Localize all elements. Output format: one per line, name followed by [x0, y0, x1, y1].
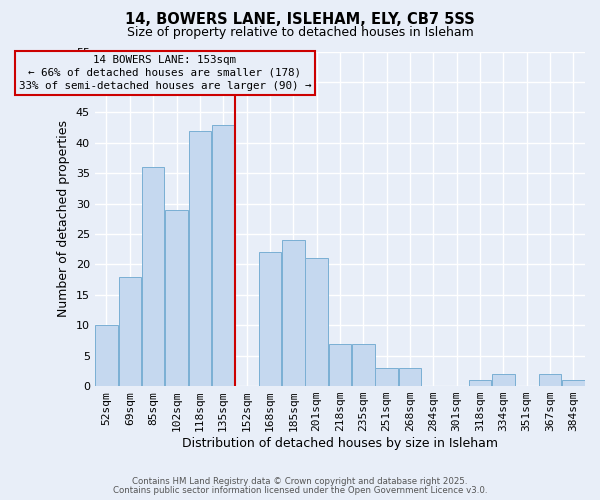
- Bar: [305, 258, 328, 386]
- Y-axis label: Number of detached properties: Number of detached properties: [57, 120, 70, 318]
- Text: 14 BOWERS LANE: 153sqm
← 66% of detached houses are smaller (178)
33% of semi-de: 14 BOWERS LANE: 153sqm ← 66% of detached…: [19, 54, 311, 91]
- Bar: [539, 374, 562, 386]
- Bar: [212, 124, 235, 386]
- Bar: [259, 252, 281, 386]
- Bar: [352, 344, 374, 386]
- Bar: [329, 344, 351, 386]
- Text: Contains public sector information licensed under the Open Government Licence v3: Contains public sector information licen…: [113, 486, 487, 495]
- Bar: [492, 374, 515, 386]
- Bar: [95, 325, 118, 386]
- Bar: [188, 130, 211, 386]
- Bar: [398, 368, 421, 386]
- Bar: [165, 210, 188, 386]
- Bar: [562, 380, 584, 386]
- Bar: [375, 368, 398, 386]
- Bar: [282, 240, 305, 386]
- Text: Contains HM Land Registry data © Crown copyright and database right 2025.: Contains HM Land Registry data © Crown c…: [132, 477, 468, 486]
- X-axis label: Distribution of detached houses by size in Isleham: Distribution of detached houses by size …: [182, 437, 498, 450]
- Text: 14, BOWERS LANE, ISLEHAM, ELY, CB7 5SS: 14, BOWERS LANE, ISLEHAM, ELY, CB7 5SS: [125, 12, 475, 28]
- Bar: [469, 380, 491, 386]
- Bar: [119, 276, 141, 386]
- Bar: [142, 167, 164, 386]
- Text: Size of property relative to detached houses in Isleham: Size of property relative to detached ho…: [127, 26, 473, 39]
